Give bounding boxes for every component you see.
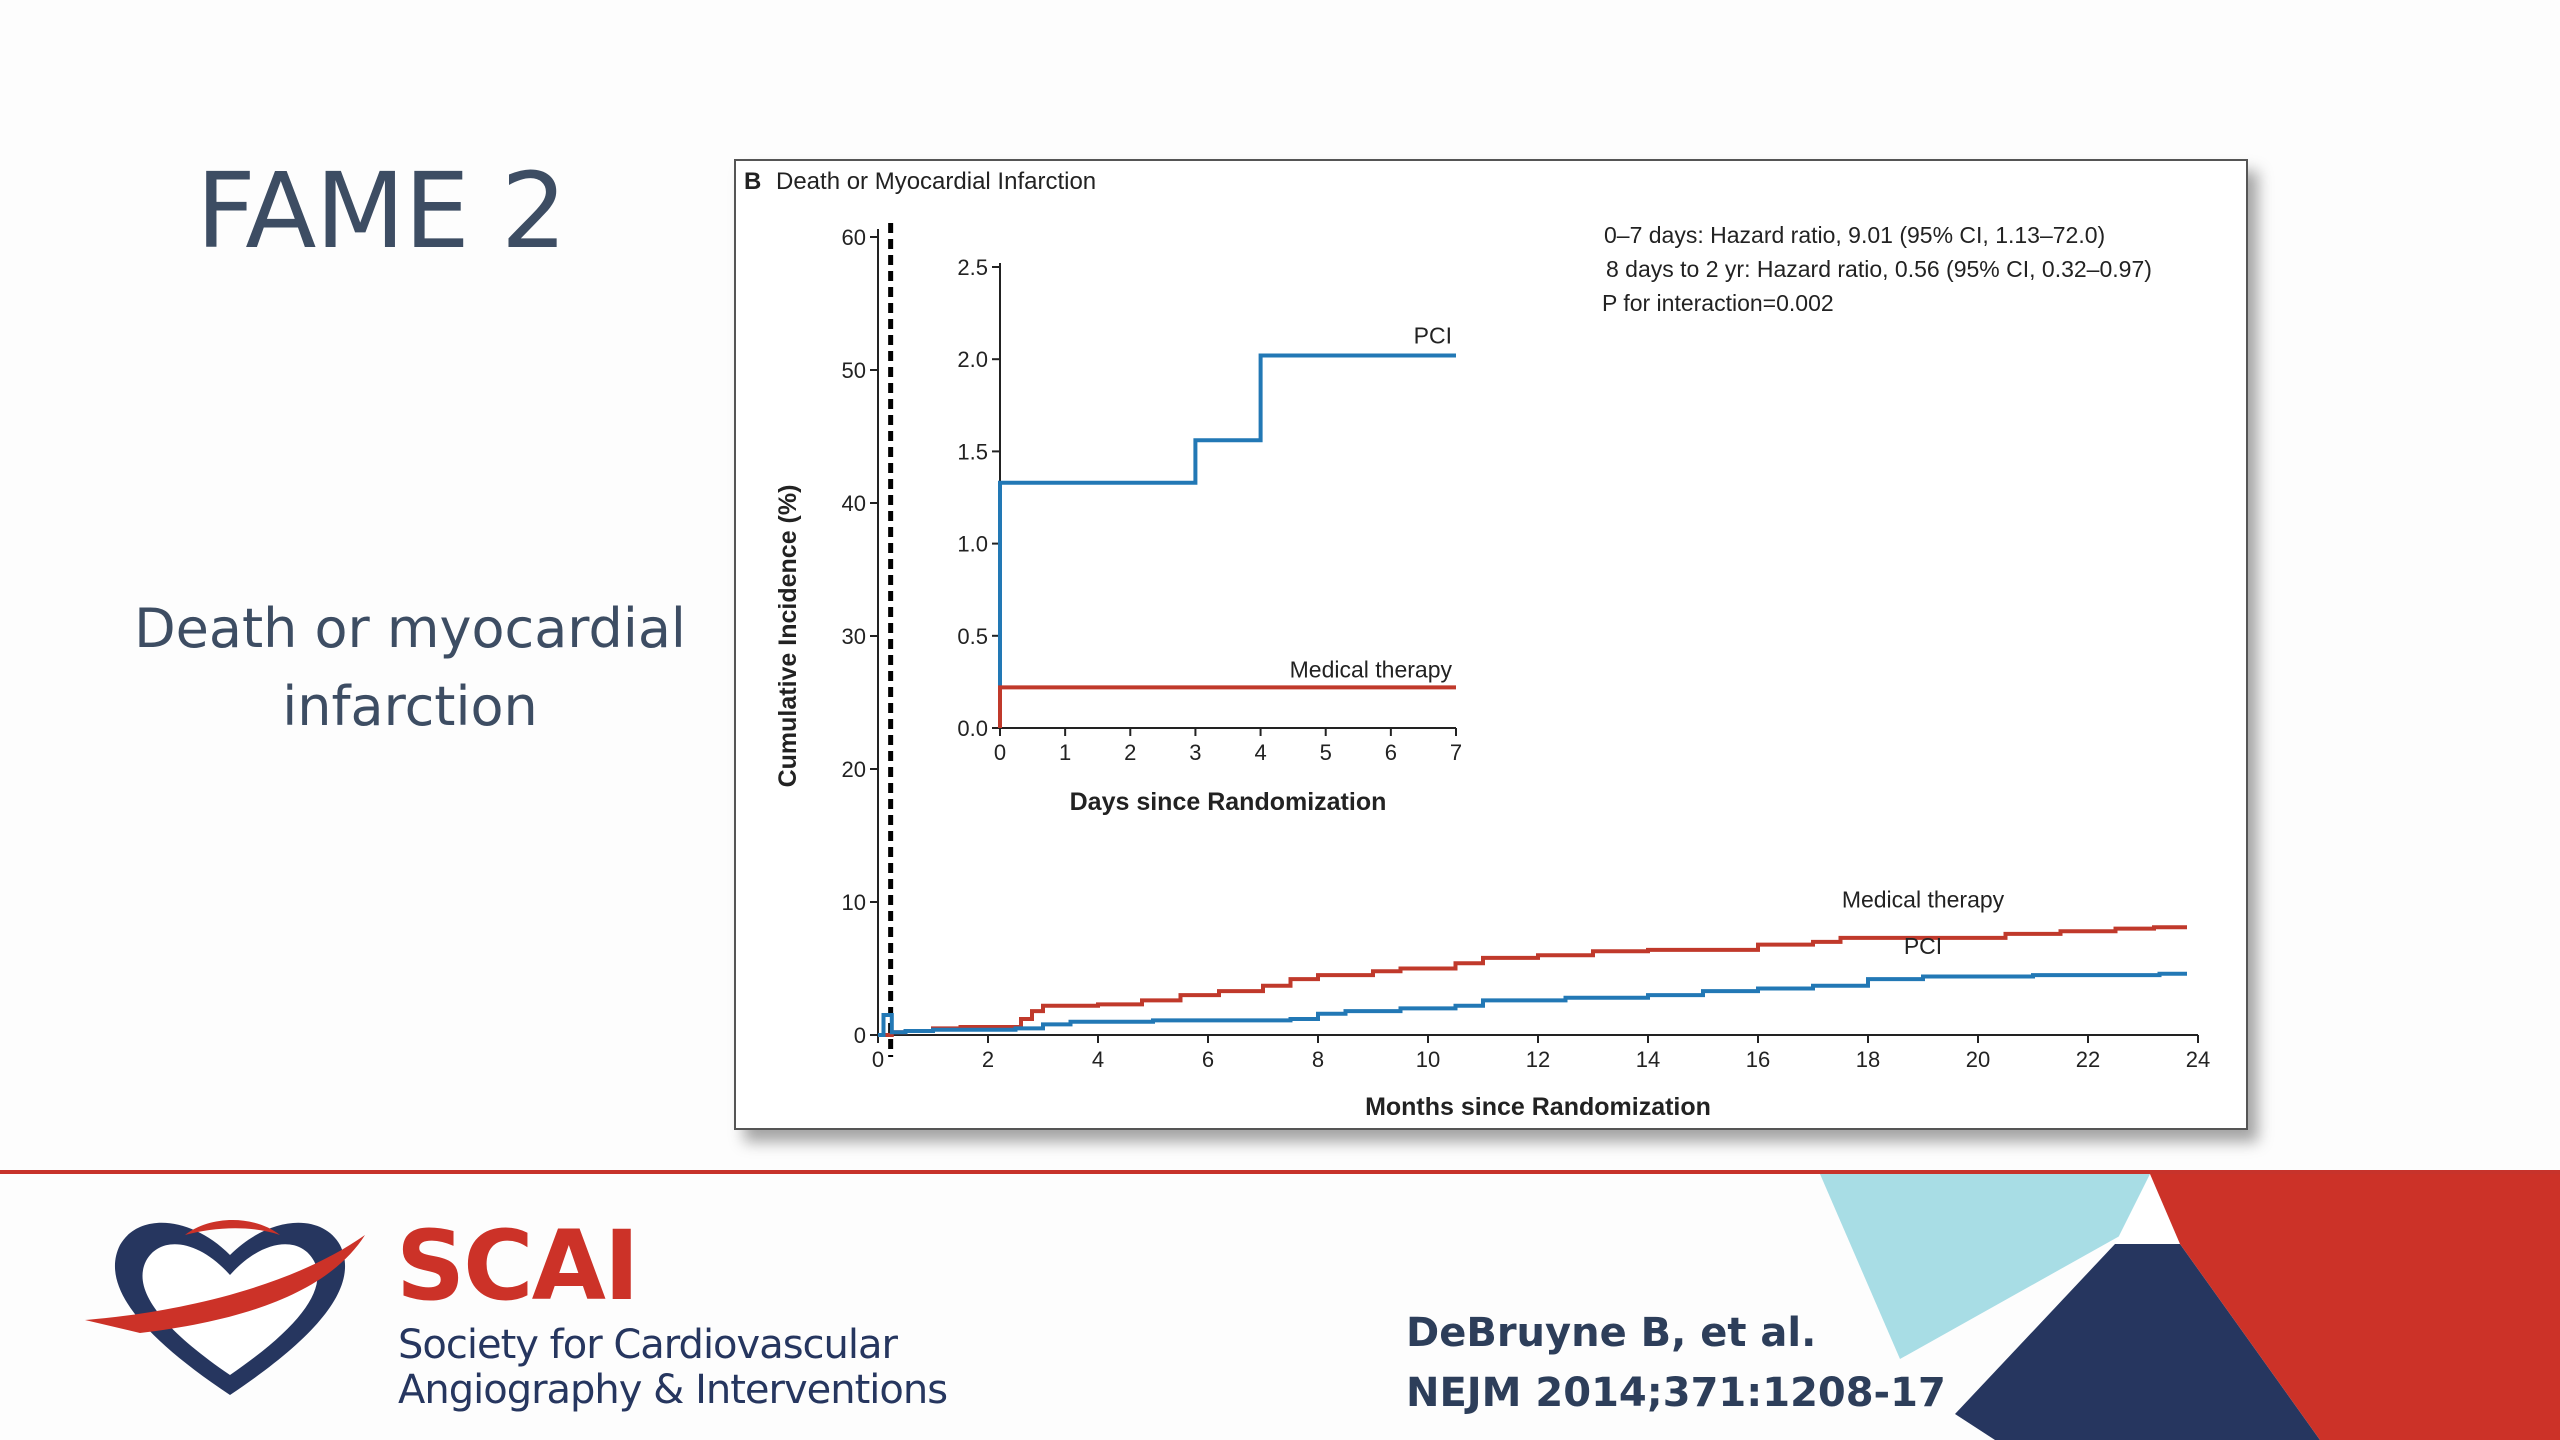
x-tick-label: 20 [1966,1047,1990,1072]
citation-journal: NEJM 2014;371:1208-17 [1406,1370,1946,1416]
inset-x-tick-label: 4 [1254,740,1266,765]
x-tick-label: 18 [1856,1047,1880,1072]
y-tick-label: 40 [842,491,866,516]
y-tick-label: 30 [842,624,866,649]
light-blue-stripe [1820,1174,2150,1359]
inset-series-label-pci: PCI [1414,323,1452,349]
navy-stripe [1955,1244,2320,1440]
inset-series-medical-therapy-line [998,685,1456,728]
series-medical-therapy-line [878,925,2187,1037]
y-axis-title: Cumulative Incidence (%) [774,485,802,788]
slide-title: FAME 2 [196,150,567,272]
y-tick-label: 10 [842,890,866,915]
inset-y-tick-label: 1.0 [957,532,988,557]
y-tick-label: 50 [842,358,866,383]
x-tick-label: 8 [1312,1047,1324,1072]
inset-y-tick-label: 2.0 [957,347,988,372]
y-tick-label: 0 [854,1023,866,1048]
series-label-pci: PCI [1904,933,1942,959]
inset-x-tick-label: 3 [1189,740,1201,765]
y-tick-label: 20 [842,757,866,782]
inset-x-tick-label: 7 [1450,740,1462,765]
inset-x-tick-label: 6 [1385,740,1397,765]
x-tick-label: 0 [872,1047,884,1072]
x-tick-label: 24 [2186,1047,2210,1072]
series-pci-line [878,971,2187,1037]
inset-y-tick-label: 0.0 [957,716,988,741]
inset-x-tick-label: 2 [1124,740,1136,765]
x-tick-label: 16 [1746,1047,1770,1072]
x-tick-label: 6 [1202,1047,1214,1072]
org-name-line-2: Angiography & Interventions [398,1367,948,1413]
inset-y-tick-label: 2.5 [957,255,988,280]
inset-y-tick-label: 1.5 [957,439,988,464]
inset-x-tick-label: 5 [1320,740,1332,765]
footer-decoration [1820,1174,2560,1440]
km-figure: B Death or Myocardial Infarction 0–7 day… [744,168,2210,1121]
citation-authors: DeBruyne B, et al. [1406,1310,1817,1356]
series-label-medical-therapy: Medical therapy [1842,886,2005,912]
inset-x-tick-label: 1 [1059,740,1071,765]
x-tick-label: 14 [1636,1047,1660,1072]
stat-line-3: P for interaction=0.002 [1602,290,1834,316]
inset-chart: 0.0 0.5 1.0 1.5 2.0 2.5 0 1 2 3 4 5 6 7 Days since Ran… [957,255,1462,816]
org-name-line-1: Society for Cardiovascular [398,1322,898,1368]
stat-line-2: 8 days to 2 yr: Hazard ratio, 0.56 (95% … [1606,256,2152,282]
inset-x-tick-label: 0 [994,740,1006,765]
x-tick-label: 2 [982,1047,994,1072]
stat-line-1: 0–7 days: Hazard ratio, 9.01 (95% CI, 1.… [1604,222,2105,248]
panel-title: Death or Myocardial Infarction [776,168,1096,195]
x-tick-label: 22 [2076,1047,2100,1072]
x-tick-label: 4 [1092,1047,1104,1072]
red-block [2150,1174,2560,1440]
inset-series-label-medical-therapy: Medical therapy [1290,656,1453,682]
x-tick-label: 10 [1416,1047,1440,1072]
panel-letter: B [744,168,761,195]
x-tick-label: 12 [1526,1047,1550,1072]
inset-y-tick-label: 0.5 [957,624,988,649]
red-edge [2115,1174,2180,1244]
slide-subtitle: Death or myocardial infarction [134,597,686,738]
footer-divider [0,1170,2560,1174]
figure-panel: B Death or Myocardial Infarction 0–7 day… [734,159,2248,1130]
x-axis-title: Months since Randomization [1365,1093,1711,1121]
y-tick-label: 60 [842,225,866,250]
org-acronym: SCAI [396,1210,640,1322]
heart-ribbon-icon [85,1220,365,1395]
inset-x-axis-title: Days since Randomization [1070,788,1387,816]
inset-series-pci-line [998,353,1456,728]
